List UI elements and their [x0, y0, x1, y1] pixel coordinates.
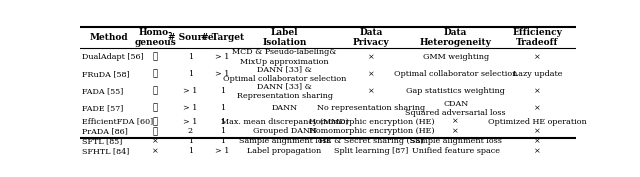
Text: # Source: # Source: [168, 33, 213, 42]
Text: ✓: ✓: [153, 117, 158, 126]
Text: Optimal collaborator selection: Optimal collaborator selection: [394, 70, 517, 78]
Text: ✓: ✓: [153, 104, 158, 113]
Text: No representation sharing: No representation sharing: [317, 104, 426, 112]
Text: ×: ×: [534, 87, 541, 95]
Text: DANN: DANN: [271, 104, 298, 112]
Text: DualAdapt [56]: DualAdapt [56]: [82, 53, 144, 61]
Text: ×: ×: [452, 118, 459, 125]
Text: 1: 1: [188, 70, 193, 78]
Text: Homomorphic encryption (HE): Homomorphic encryption (HE): [308, 118, 434, 125]
Text: ✓: ✓: [153, 53, 158, 62]
Text: ×: ×: [452, 127, 459, 135]
Text: Data
Heterogeneity: Data Heterogeneity: [420, 28, 492, 47]
Text: Grouped DANN: Grouped DANN: [253, 127, 317, 135]
Text: ×: ×: [152, 137, 159, 145]
Text: FADE [57]: FADE [57]: [82, 104, 124, 112]
Text: ×: ×: [534, 127, 541, 135]
Text: > 1: > 1: [183, 87, 198, 95]
Text: Homo-
geneous: Homo- geneous: [135, 28, 177, 47]
Text: Optimized HE operation: Optimized HE operation: [488, 118, 587, 125]
Text: ×: ×: [534, 147, 541, 155]
Text: ×: ×: [534, 137, 541, 145]
Text: ×: ×: [152, 147, 159, 155]
Text: SFTL [85]: SFTL [85]: [82, 137, 122, 145]
Text: CDAN
Squared adversarial loss: CDAN Squared adversarial loss: [406, 99, 506, 117]
Text: EfficientFDA [60]: EfficientFDA [60]: [82, 118, 153, 125]
Text: SFHTL [84]: SFHTL [84]: [82, 147, 129, 155]
Text: 1: 1: [188, 147, 193, 155]
Text: Unified feature space: Unified feature space: [412, 147, 500, 155]
Text: Lazy update: Lazy update: [513, 70, 563, 78]
Text: ✓: ✓: [153, 127, 158, 136]
Text: ✓: ✓: [153, 87, 158, 96]
Text: Sample alignment loss: Sample alignment loss: [410, 137, 502, 145]
Text: ×: ×: [534, 104, 541, 112]
Text: GMM weighting: GMM weighting: [422, 53, 489, 61]
Text: # Target: # Target: [201, 33, 244, 42]
Text: Data
Privacy: Data Privacy: [353, 28, 390, 47]
Text: 1: 1: [220, 127, 225, 135]
Text: HE & Secret sharing (SS): HE & Secret sharing (SS): [319, 137, 424, 145]
Text: ×: ×: [368, 70, 375, 78]
Text: ×: ×: [368, 53, 375, 61]
Text: FADA [55]: FADA [55]: [82, 87, 124, 95]
Text: > 1: > 1: [216, 70, 230, 78]
Text: PrADA [86]: PrADA [86]: [82, 127, 128, 135]
Text: Sample alignment loss: Sample alignment loss: [239, 137, 330, 145]
Text: 1: 1: [220, 87, 225, 95]
Text: ×: ×: [368, 87, 375, 95]
Text: FRuDA [58]: FRuDA [58]: [82, 70, 130, 78]
Text: Split learning [87]: Split learning [87]: [334, 147, 408, 155]
Text: > 1: > 1: [216, 53, 230, 61]
Text: 1: 1: [220, 137, 225, 145]
Text: Method: Method: [89, 33, 128, 42]
Text: Max. mean discrepancy (MMD): Max. mean discrepancy (MMD): [221, 118, 349, 125]
Text: > 1: > 1: [183, 118, 198, 125]
Text: ✓: ✓: [153, 70, 158, 79]
Text: Gap statistics weighting: Gap statistics weighting: [406, 87, 505, 95]
Text: ×: ×: [534, 53, 541, 61]
Text: 1: 1: [220, 104, 225, 112]
Text: DANN [33] &
Representation sharing: DANN [33] & Representation sharing: [237, 82, 333, 100]
Text: MCD & Pseudo-labeling&
MixUp approximation: MCD & Pseudo-labeling& MixUp approximati…: [232, 48, 337, 66]
Text: > 1: > 1: [183, 104, 198, 112]
Text: DANN [33] &
Optimal collaborator selection: DANN [33] & Optimal collaborator selecti…: [223, 65, 346, 83]
Text: 2: 2: [188, 127, 193, 135]
Text: Label propagation: Label propagation: [248, 147, 322, 155]
Text: 1: 1: [188, 53, 193, 61]
Text: 1: 1: [220, 118, 225, 125]
Text: Label
Isolation: Label Isolation: [262, 28, 307, 47]
Text: Homomorphic encryption (HE): Homomorphic encryption (HE): [308, 127, 434, 135]
Text: > 1: > 1: [216, 147, 230, 155]
Text: Efficiency
Tradeoff: Efficiency Tradeoff: [513, 28, 563, 47]
Text: 1: 1: [188, 137, 193, 145]
